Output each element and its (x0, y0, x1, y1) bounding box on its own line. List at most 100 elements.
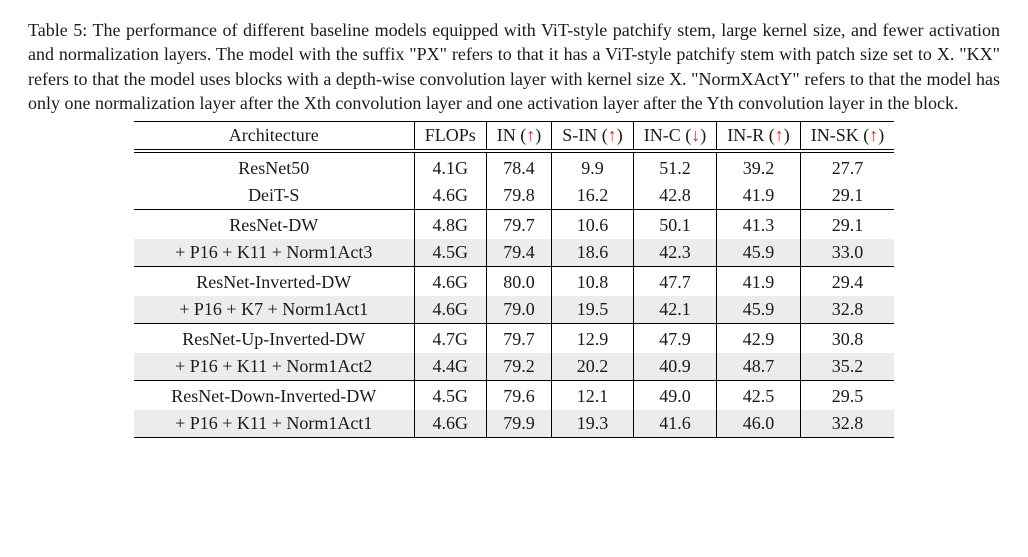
cell-flops: 4.6G (414, 267, 486, 297)
cell-sin: 19.5 (552, 296, 634, 324)
cell-sin: 18.6 (552, 239, 634, 267)
table-row: ResNet-Inverted-DW4.6G80.010.847.741.929… (134, 267, 895, 297)
cell-in: 79.7 (486, 210, 552, 240)
table-row: + P16 + K11 + Norm1Act14.6G79.919.341.64… (134, 410, 895, 438)
cell-sin: 12.1 (552, 381, 634, 411)
cell-inr: 42.9 (717, 324, 801, 354)
table-row: ResNet-Up-Inverted-DW4.7G79.712.947.942.… (134, 324, 895, 354)
cell-flops: 4.6G (414, 296, 486, 324)
cell-in: 79.6 (486, 381, 552, 411)
table-row: + P16 + K7 + Norm1Act14.6G79.019.542.145… (134, 296, 895, 324)
cell-inr: 41.9 (717, 267, 801, 297)
table-row: ResNet-Down-Inverted-DW4.5G79.612.149.04… (134, 381, 895, 411)
col-in-label: IN (497, 125, 516, 145)
cell-inc: 47.9 (633, 324, 717, 354)
cell-inc: 42.1 (633, 296, 717, 324)
col-inc-arrow: (↓) (685, 125, 706, 145)
cell-insk: 29.1 (800, 210, 894, 240)
table-row: + P16 + K11 + Norm1Act24.4G79.220.240.94… (134, 353, 895, 381)
col-in-arrow: (↑) (520, 125, 541, 145)
cell-inr: 45.9 (717, 239, 801, 267)
header-row: Architecture FLOPs IN (↑) S-IN (↑) IN-C … (134, 122, 895, 150)
cell-inc: 42.8 (633, 182, 717, 210)
up-arrow-icon: ↑ (869, 125, 878, 145)
cell-insk: 27.7 (800, 153, 894, 182)
col-inr-label: IN-R (727, 125, 764, 145)
cell-inc: 41.6 (633, 410, 717, 438)
cell-inc: 50.1 (633, 210, 717, 240)
col-inr-arrow: (↑) (769, 125, 790, 145)
col-inc-label: IN-C (644, 125, 681, 145)
table-row: DeiT-S4.6G79.816.242.841.929.1 (134, 182, 895, 210)
cell-inc: 51.2 (633, 153, 717, 182)
cell-inc: 42.3 (633, 239, 717, 267)
cell-in: 78.4 (486, 153, 552, 182)
cell-flops: 4.8G (414, 210, 486, 240)
up-arrow-icon: ↑ (775, 125, 784, 145)
cell-in: 79.0 (486, 296, 552, 324)
cell-insk: 30.8 (800, 324, 894, 354)
col-sin-arrow: (↑) (602, 125, 623, 145)
cell-insk: 29.5 (800, 381, 894, 411)
cell-flops: 4.5G (414, 381, 486, 411)
col-sin-label: S-IN (562, 125, 597, 145)
cell-sin: 19.3 (552, 410, 634, 438)
table-row: + P16 + K11 + Norm1Act34.5G79.418.642.34… (134, 239, 895, 267)
col-architecture: Architecture (134, 122, 415, 150)
cell-sin: 10.6 (552, 210, 634, 240)
cell-flops: 4.6G (414, 410, 486, 438)
cell-architecture: ResNet50 (134, 153, 415, 182)
cell-in: 79.4 (486, 239, 552, 267)
cell-inr: 46.0 (717, 410, 801, 438)
cell-insk: 35.2 (800, 353, 894, 381)
up-arrow-icon: ↑ (608, 125, 617, 145)
cell-architecture: ResNet-Up-Inverted-DW (134, 324, 415, 354)
cell-insk: 32.8 (800, 296, 894, 324)
cell-insk: 33.0 (800, 239, 894, 267)
cell-in: 79.8 (486, 182, 552, 210)
cell-inc: 49.0 (633, 381, 717, 411)
table-body: ResNet504.1G78.49.951.239.227.7DeiT-S4.6… (134, 153, 895, 438)
cell-inr: 41.3 (717, 210, 801, 240)
cell-inr: 48.7 (717, 353, 801, 381)
cell-insk: 32.8 (800, 410, 894, 438)
cell-sin: 16.2 (552, 182, 634, 210)
cell-architecture: ResNet-DW (134, 210, 415, 240)
col-inc: IN-C (↓) (633, 122, 717, 150)
table-row: ResNet504.1G78.49.951.239.227.7 (134, 153, 895, 182)
table-row: ResNet-DW4.8G79.710.650.141.329.1 (134, 210, 895, 240)
cell-inr: 45.9 (717, 296, 801, 324)
cell-flops: 4.4G (414, 353, 486, 381)
cell-in: 79.2 (486, 353, 552, 381)
cell-inr: 42.5 (717, 381, 801, 411)
col-inr: IN-R (↑) (717, 122, 801, 150)
up-arrow-icon: ↑ (526, 125, 535, 145)
cell-flops: 4.6G (414, 182, 486, 210)
col-insk: IN-SK (↑) (800, 122, 894, 150)
cell-in: 80.0 (486, 267, 552, 297)
cell-architecture: + P16 + K7 + Norm1Act1 (134, 296, 415, 324)
cell-in: 79.9 (486, 410, 552, 438)
cell-architecture: + P16 + K11 + Norm1Act2 (134, 353, 415, 381)
cell-architecture: + P16 + K11 + Norm1Act1 (134, 410, 415, 438)
cell-architecture: + P16 + K11 + Norm1Act3 (134, 239, 415, 267)
col-in: IN (↑) (486, 122, 552, 150)
col-insk-label: IN-SK (811, 125, 859, 145)
cell-insk: 29.1 (800, 182, 894, 210)
cell-architecture: ResNet-Down-Inverted-DW (134, 381, 415, 411)
cell-inc: 40.9 (633, 353, 717, 381)
cell-sin: 12.9 (552, 324, 634, 354)
cell-architecture: DeiT-S (134, 182, 415, 210)
table-caption: Table 5: The performance of different ba… (28, 18, 1000, 115)
down-arrow-icon: ↓ (691, 125, 700, 145)
cell-inc: 47.7 (633, 267, 717, 297)
cell-flops: 4.5G (414, 239, 486, 267)
cell-architecture: ResNet-Inverted-DW (134, 267, 415, 297)
cell-insk: 29.4 (800, 267, 894, 297)
col-insk-arrow: (↑) (863, 125, 884, 145)
cell-inr: 39.2 (717, 153, 801, 182)
cell-sin: 10.8 (552, 267, 634, 297)
results-table: Architecture FLOPs IN (↑) S-IN (↑) IN-C … (134, 121, 895, 438)
cell-in: 79.7 (486, 324, 552, 354)
cell-inr: 41.9 (717, 182, 801, 210)
